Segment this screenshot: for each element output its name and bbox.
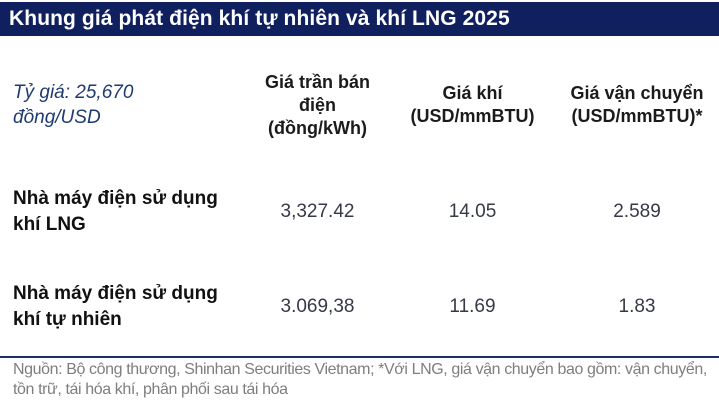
column-header-label: Giá vận chuyển <box>570 83 704 103</box>
exhibit-title: Khung giá phát điện khí tự nhiên và khí … <box>9 7 510 30</box>
cell-value: 3,327.42 <box>280 201 355 222</box>
cell-value: 14.05 <box>448 201 497 222</box>
title-bar: Khung giá phát điện khí tự nhiên và khí … <box>0 2 719 36</box>
column-header-ceiling-price: Giá trần bán điện (đồng/kWh) <box>245 36 390 164</box>
table-cell-natgas-ceiling-price: 3.069,38 <box>245 260 390 354</box>
price-table: Tỷ giá: 25,670 đồng/USD Giá trần bán điệ… <box>0 36 719 354</box>
column-header-unit: (đồng/kWh) <box>268 117 367 138</box>
source-note: Nguồn: Bộ công thương, Shinhan Securitie… <box>13 361 707 398</box>
column-header-unit: (USD/mmBTU)* <box>571 106 703 126</box>
table-cell-lng-gas-price: 14.05 <box>390 164 555 260</box>
cell-value: 11.69 <box>449 296 496 317</box>
table-row-lng-label-cell: Nhà máy điện sử dụng khí LNG <box>13 164 245 260</box>
column-header-gas-price: Giá khí (USD/mmBTU) <box>390 36 555 164</box>
row-label: Nhà máy điện sử dụng khí tự nhiên <box>13 283 218 330</box>
table-cell-lng-ceiling-price: 3,327.42 <box>245 164 390 260</box>
column-header-label: Giá trần bán điện <box>264 71 371 115</box>
column-header-label: Giá khí <box>442 83 503 103</box>
column-header-transport-price: Giá vận chuyển (USD/mmBTU)* <box>555 36 719 164</box>
bottom-divider <box>0 356 719 358</box>
table-cell-lng-transport-price: 2.589 <box>555 164 719 260</box>
cell-value: 3.069,38 <box>280 296 355 317</box>
table-cell-natgas-gas-price: 11.69 <box>390 260 555 354</box>
table-cell-natgas-transport-price: 1.83 <box>555 260 719 354</box>
table-row-natural-gas-label-cell: Nhà máy điện sử dụng khí tự nhiên <box>13 260 245 354</box>
exchange-rate-note: Tỷ giá: 25,670 đồng/USD <box>13 82 134 128</box>
cell-value: 1.83 <box>618 296 656 317</box>
table-corner-cell: Tỷ giá: 25,670 đồng/USD <box>13 36 245 164</box>
row-label: Nhà máy điện sử dụng khí LNG <box>13 188 218 235</box>
column-header-unit: (USD/mmBTU) <box>410 106 535 126</box>
cell-value: 2.589 <box>613 201 661 222</box>
